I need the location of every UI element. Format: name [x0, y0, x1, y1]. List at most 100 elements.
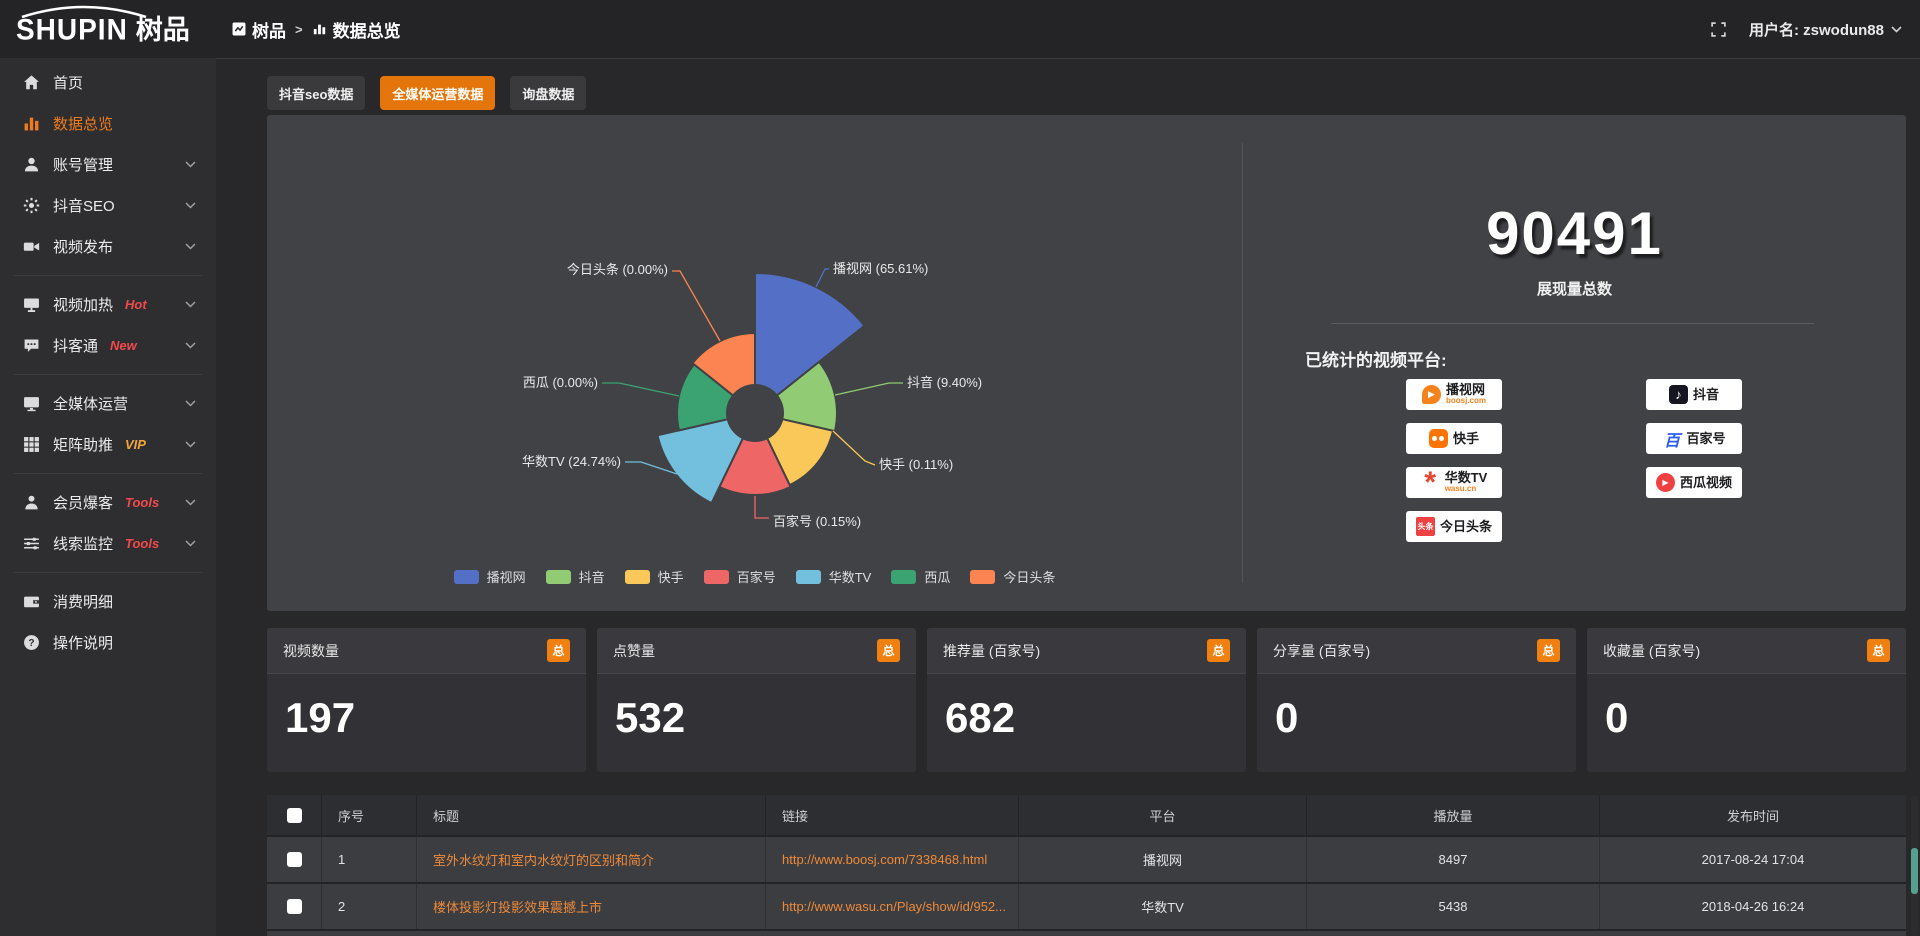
- video-url-link[interactable]: http://www.boosj.com/7338468.html: [782, 852, 988, 867]
- svg-text:今日头条 (0.00%): 今日头条 (0.00%): [567, 262, 668, 277]
- toutiao-logo-icon: 头条: [1415, 517, 1435, 536]
- sidebar-item-video-heat[interactable]: 视频加热 Hot: [0, 284, 216, 325]
- total-badge[interactable]: 总: [1537, 639, 1560, 662]
- chevron-down-icon: [185, 499, 196, 506]
- table-row: 2 楼体投影灯投影效果震撼上市 http://www.wasu.cn/Play/…: [267, 884, 1906, 931]
- platform-badges-right: ♪ 抖音 百 百家号 ▶ 西瓜视频: [1646, 379, 1742, 498]
- table-row: 1 室外水纹灯和室内水纹灯的区别和简介 http://www.boosj.com…: [267, 837, 1906, 884]
- platform-badges-left: ▶ 播视网 boosj.com 快手 * 华数TV wasu.cn 头条 今日头条: [1406, 379, 1502, 542]
- stat-card-recommendations: 推荐量 (百家号) 总 682: [927, 628, 1246, 772]
- logo-text-cn: 树品: [135, 15, 190, 45]
- sidebar-item-member-leads[interactable]: 会员爆客 Tools: [0, 482, 216, 523]
- tools-badge: Tools: [125, 495, 160, 510]
- gear-icon: [22, 197, 40, 214]
- tab-media-ops-data[interactable]: 全媒体运营数据: [380, 76, 496, 110]
- legend-swatch: [703, 569, 729, 584]
- platform-name: 今日头条: [1439, 518, 1492, 534]
- fullscreen-button[interactable]: [1710, 21, 1727, 38]
- stat-card-title: 收藏量 (百家号): [1603, 642, 1701, 659]
- sidebar-divider: [14, 275, 202, 276]
- svg-text:西瓜 (0.00%): 西瓜 (0.00%): [523, 375, 598, 390]
- legend-item[interactable]: 今日头条: [970, 567, 1055, 586]
- video-title-link[interactable]: 楼体投影灯投影效果震撼上市: [433, 900, 603, 915]
- video-title-link[interactable]: 室外水纹灯和室内水纹灯的区别和简介: [433, 853, 655, 868]
- sidebar-item-douyin-seo[interactable]: 抖音SEO: [0, 185, 216, 226]
- panel-divider: [1242, 143, 1243, 583]
- topbar-right: 用户名: zswodun88: [1710, 0, 1902, 58]
- sidebar-item-doukestong[interactable]: 抖客通 New: [0, 325, 216, 366]
- sidebar-item-media-ops[interactable]: 全媒体运营: [0, 383, 216, 424]
- sidebar-item-spend-details[interactable]: 消费明细: [0, 581, 216, 622]
- video-url-link[interactable]: http://www.wasu.cn/Play/show/id/952...: [782, 899, 1006, 914]
- video-camera-icon: [22, 238, 40, 255]
- platform-badge-toutiao: 头条 今日头条: [1406, 511, 1502, 542]
- legend-item[interactable]: 华数TV: [795, 567, 872, 586]
- sidebar: 首页 数据总览 账号管理 抖音SEO 视频发布: [0, 58, 216, 936]
- sidebar-item-matrix-boost[interactable]: 矩阵助推 VIP: [0, 424, 216, 465]
- legend-label: 西瓜: [924, 570, 951, 585]
- sidebar-item-lead-monitor[interactable]: 线索监控 Tools: [0, 523, 216, 564]
- platform-name: 百家号: [1686, 430, 1726, 446]
- chevron-down-icon: [185, 202, 196, 209]
- legend-item[interactable]: 西瓜: [891, 567, 950, 586]
- sidebar-item-label: 首页: [53, 75, 84, 92]
- overview-panel: 播视网 (65.61%) 抖音 (9.40%) 快手 (0.11%) 百家号 (0.1…: [267, 115, 1906, 611]
- row-checkbox[interactable]: [286, 899, 302, 914]
- stat-card-likes: 点赞量 总 532: [597, 628, 916, 772]
- stat-card-value: 682: [945, 694, 1016, 741]
- sidebar-item-help[interactable]: ? 操作说明: [0, 622, 216, 663]
- sidebar-item-home[interactable]: 首页: [0, 62, 216, 103]
- chat-icon: [22, 337, 40, 354]
- summary-panel: 90491 展现量总数 已统计的视频平台: ▶ 播视网 boosj.com 快手 …: [1243, 115, 1906, 611]
- total-badge[interactable]: 总: [1207, 639, 1230, 662]
- total-badge[interactable]: 总: [877, 639, 900, 662]
- breadcrumb-label: 树品: [252, 21, 286, 41]
- row-views: 5438: [1307, 884, 1600, 929]
- stat-card-value: 532: [615, 694, 686, 741]
- sidebar-item-label: 全媒体运营: [53, 396, 129, 413]
- legend-item[interactable]: 播视网: [453, 567, 526, 586]
- tab-inquiry-data[interactable]: 询盘数据: [510, 76, 587, 110]
- platform-badge-boosj: ▶ 播视网 boosj.com: [1406, 379, 1502, 410]
- legend-swatch: [545, 569, 571, 584]
- col-header-views: 播放量: [1307, 795, 1600, 835]
- total-badge[interactable]: 总: [547, 639, 570, 662]
- chevron-down-icon: [1891, 25, 1902, 33]
- sidebar-item-account-mgmt[interactable]: 账号管理: [0, 144, 216, 185]
- sidebar-item-data-overview[interactable]: 数据总览: [0, 103, 216, 144]
- stat-card-video-count: 视频数量 总 197: [267, 628, 586, 772]
- legend-item[interactable]: 百家号: [703, 567, 776, 586]
- col-header-platform: 平台: [1019, 795, 1307, 835]
- table-header-row: 序号 标题 链接 平台 播放量 发布时间: [267, 795, 1906, 837]
- chevron-down-icon: [185, 400, 196, 407]
- logo-text-en: SHUPIN: [16, 13, 128, 46]
- platform-sub: boosj.com: [1445, 396, 1486, 406]
- sidebar-item-video-publish[interactable]: 视频发布: [0, 226, 216, 267]
- stat-card-favorites: 收藏量 (百家号) 总 0: [1587, 628, 1906, 772]
- legend-item[interactable]: 抖音: [545, 567, 605, 586]
- legend-label: 华数TV: [828, 570, 872, 585]
- stat-card-title: 点赞量: [613, 642, 655, 659]
- user-menu[interactable]: 用户名: zswodun88: [1749, 19, 1902, 40]
- tab-douyin-seo-data[interactable]: 抖音seo数据: [267, 76, 366, 110]
- breadcrumb-current[interactable]: 数据总览: [312, 17, 401, 42]
- row-checkbox[interactable]: [286, 852, 302, 867]
- sidebar-divider: [14, 572, 202, 573]
- sidebar-item-label: 线索监控: [53, 536, 114, 553]
- select-all-checkbox[interactable]: [286, 807, 302, 823]
- xigua-logo-icon: ▶: [1655, 473, 1675, 492]
- rose-pie-chart[interactable]: 播视网 (65.61%) 抖音 (9.40%) 快手 (0.11%) 百家号 (0.1…: [267, 115, 1242, 611]
- sliders-icon: [22, 535, 40, 552]
- legend-item[interactable]: 快手: [624, 567, 684, 586]
- breadcrumb-home[interactable]: 树品: [232, 17, 286, 42]
- video-table: 序号 标题 链接 平台 播放量 发布时间 1 室外水纹灯和室内水纹灯的区别和简介…: [267, 795, 1906, 936]
- scrollbar-thumb[interactable]: [1911, 848, 1918, 894]
- stat-cards: 视频数量 总 197 点赞量 总 532 推荐量 (百家号) 总 682 分享量 (百…: [267, 628, 1906, 772]
- total-badge[interactable]: 总: [1867, 639, 1890, 662]
- svg-text:百家号 (0.15%): 百家号 (0.15%): [773, 514, 861, 529]
- chevron-down-icon: [185, 342, 196, 349]
- app-square-icon: [232, 22, 246, 36]
- monitor-icon: [22, 395, 40, 412]
- platform-share-chart: 播视网 (65.61%) 抖音 (9.40%) 快手 (0.11%) 百家号 (0.1…: [267, 115, 1242, 611]
- chevron-down-icon: [185, 161, 196, 168]
